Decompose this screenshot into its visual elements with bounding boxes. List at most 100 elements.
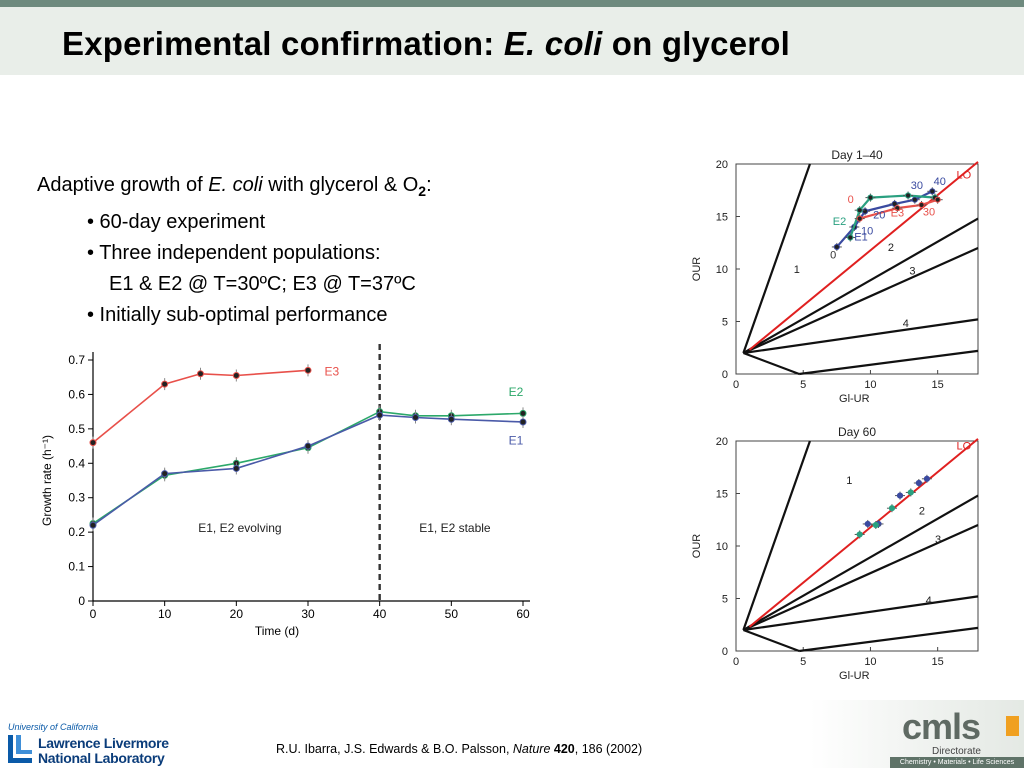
- point-label: 0: [830, 250, 836, 262]
- bullet-2: • Three independent populations:: [87, 242, 381, 264]
- x-tick-label: 0: [733, 656, 739, 668]
- phase-boundary-line: [743, 628, 800, 653]
- series-label-e2: E2: [509, 385, 524, 399]
- point-label: E3: [891, 208, 904, 220]
- point-label: E2: [833, 216, 846, 228]
- y-tick-label: 15: [716, 489, 728, 501]
- ref-authors: R.U. Ibarra, J.S. Edwards & B.O. Palsson…: [276, 742, 513, 756]
- title-end: on glycerol: [602, 25, 791, 62]
- cmls-directorate: Directorate: [932, 746, 981, 757]
- x-tick-label: 0: [90, 607, 97, 621]
- uc-label: University of California: [8, 722, 99, 732]
- y-tick-label: 10: [716, 264, 728, 276]
- llnl-mark-icon: [8, 735, 32, 763]
- llnl-name-2: National Laboratory: [38, 750, 165, 766]
- data-point-e1: [232, 464, 240, 472]
- y-tick-label: 0: [78, 594, 85, 608]
- x-tick-label: 5: [800, 656, 806, 668]
- data-point-e3: [856, 215, 863, 222]
- data-point-e2: [847, 234, 854, 241]
- phase-boundary-line: [743, 595, 979, 632]
- phase-plane-day1-40: Day 1–400 5 10 1505101520Gl-UROURLO12340E11…: [691, 148, 979, 405]
- data-point-e3: [894, 205, 901, 212]
- y-tick-label: 0.2: [68, 525, 85, 539]
- phase-boundary-line: [742, 494, 979, 631]
- growth-rate-chart: 0 10 20 30 40 50 60 0 0.1 0.2 0.3 0.4 0.5 0.6 0.7 Time …: [40, 344, 530, 638]
- lo-label: LO: [956, 170, 971, 182]
- series-line-e2: [92, 410, 524, 525]
- data-point-e3: [934, 196, 941, 203]
- y-tick-label: 20: [716, 436, 728, 448]
- intro-italic: E. coli: [208, 174, 263, 196]
- region-label: 2: [919, 506, 925, 518]
- x-tick-label: 15: [932, 379, 944, 391]
- data-point-e1: [833, 243, 840, 251]
- y-tick-label: 0.3: [68, 491, 85, 505]
- phase-boundary-line: [799, 626, 979, 653]
- point-label: 30: [923, 206, 935, 218]
- cmls-tagline: Chemistry • Materials • Life Sciences: [890, 757, 1024, 768]
- x-tick-label: 10: [864, 656, 876, 668]
- point-label: 40: [934, 176, 946, 188]
- data-point-e1: [161, 470, 169, 478]
- data-point-e1: [891, 200, 898, 208]
- phase-boundary-line: [742, 163, 811, 354]
- x-axis-label: Time (d): [255, 624, 299, 638]
- title-band: Experimental confirmation: E. coli on gl…: [0, 7, 1024, 75]
- cmls-wordmark: cmls: [902, 706, 981, 747]
- llnl-name-1: Lawrence Livermore: [38, 735, 169, 751]
- y-tick-label: 15: [716, 212, 728, 224]
- data-point-e1: [911, 196, 918, 203]
- data-point-e1: [376, 411, 384, 419]
- x-axis-label: Gl-UR: [839, 393, 870, 405]
- data-point-e1: [412, 413, 419, 421]
- data-point-e1: [861, 208, 869, 215]
- data-point-e3: [197, 370, 204, 378]
- point-label: E1: [854, 232, 867, 244]
- trajectory-e3: [859, 198, 939, 220]
- x-tick-label: 50: [445, 607, 459, 621]
- intro-colon: :: [426, 174, 432, 196]
- y-tick-label: 0.1: [68, 560, 85, 574]
- region-label: 3: [909, 265, 915, 277]
- y-axis-label: OUR: [691, 257, 703, 282]
- intro-text-2: with glycerol & O: [262, 174, 419, 196]
- y-tick-label: 10: [716, 541, 728, 553]
- x-tick-label: 15: [932, 656, 944, 668]
- phase-boundary-line: [799, 349, 979, 376]
- data-point-e1: [929, 188, 936, 195]
- series-label-e1: E1: [509, 433, 524, 447]
- x-tick-label: 5: [800, 379, 806, 391]
- series-line-e3: [92, 369, 309, 444]
- y-tick-label: 0: [722, 369, 728, 381]
- point-label: 0: [848, 194, 854, 206]
- data-point-e1: [519, 418, 527, 426]
- x-tick-label: 30: [301, 607, 315, 621]
- data-point-e2: [907, 489, 914, 496]
- x-tick-label: 10: [158, 607, 172, 621]
- data-point-e1: [864, 520, 871, 528]
- data-point-e1: [447, 415, 455, 423]
- data-point-e3: [89, 439, 97, 447]
- bullet-3: • Initially sub-optimal performance: [87, 304, 388, 326]
- y-axis-label: OUR: [691, 534, 703, 559]
- series-label-e3: E3: [324, 364, 339, 378]
- bullet-list: Adaptive growth of E. coli with glycerol…: [37, 170, 432, 331]
- point-label: 30: [911, 180, 923, 192]
- ref-volume: 420: [553, 742, 575, 756]
- title-italic: E. coli: [503, 25, 603, 62]
- region-label: 4: [926, 595, 932, 607]
- y-tick-label: 0.4: [68, 456, 85, 470]
- series-line-e1: [92, 414, 524, 526]
- x-tick-label: 10: [864, 379, 876, 391]
- data-point-e3: [161, 380, 169, 388]
- plot-title: Day 1–40: [831, 148, 883, 162]
- region-label: 1: [846, 475, 852, 487]
- cmls-logo: cmls Directorate Chemistry • Materials •…: [810, 700, 1024, 768]
- data-point-e2: [888, 505, 896, 512]
- point-label: 20: [873, 210, 885, 222]
- point-label: 10: [861, 225, 873, 237]
- region-label: 4: [903, 318, 909, 330]
- top-accent-bar: [0, 0, 1024, 7]
- phase-boundary-line: [743, 351, 800, 376]
